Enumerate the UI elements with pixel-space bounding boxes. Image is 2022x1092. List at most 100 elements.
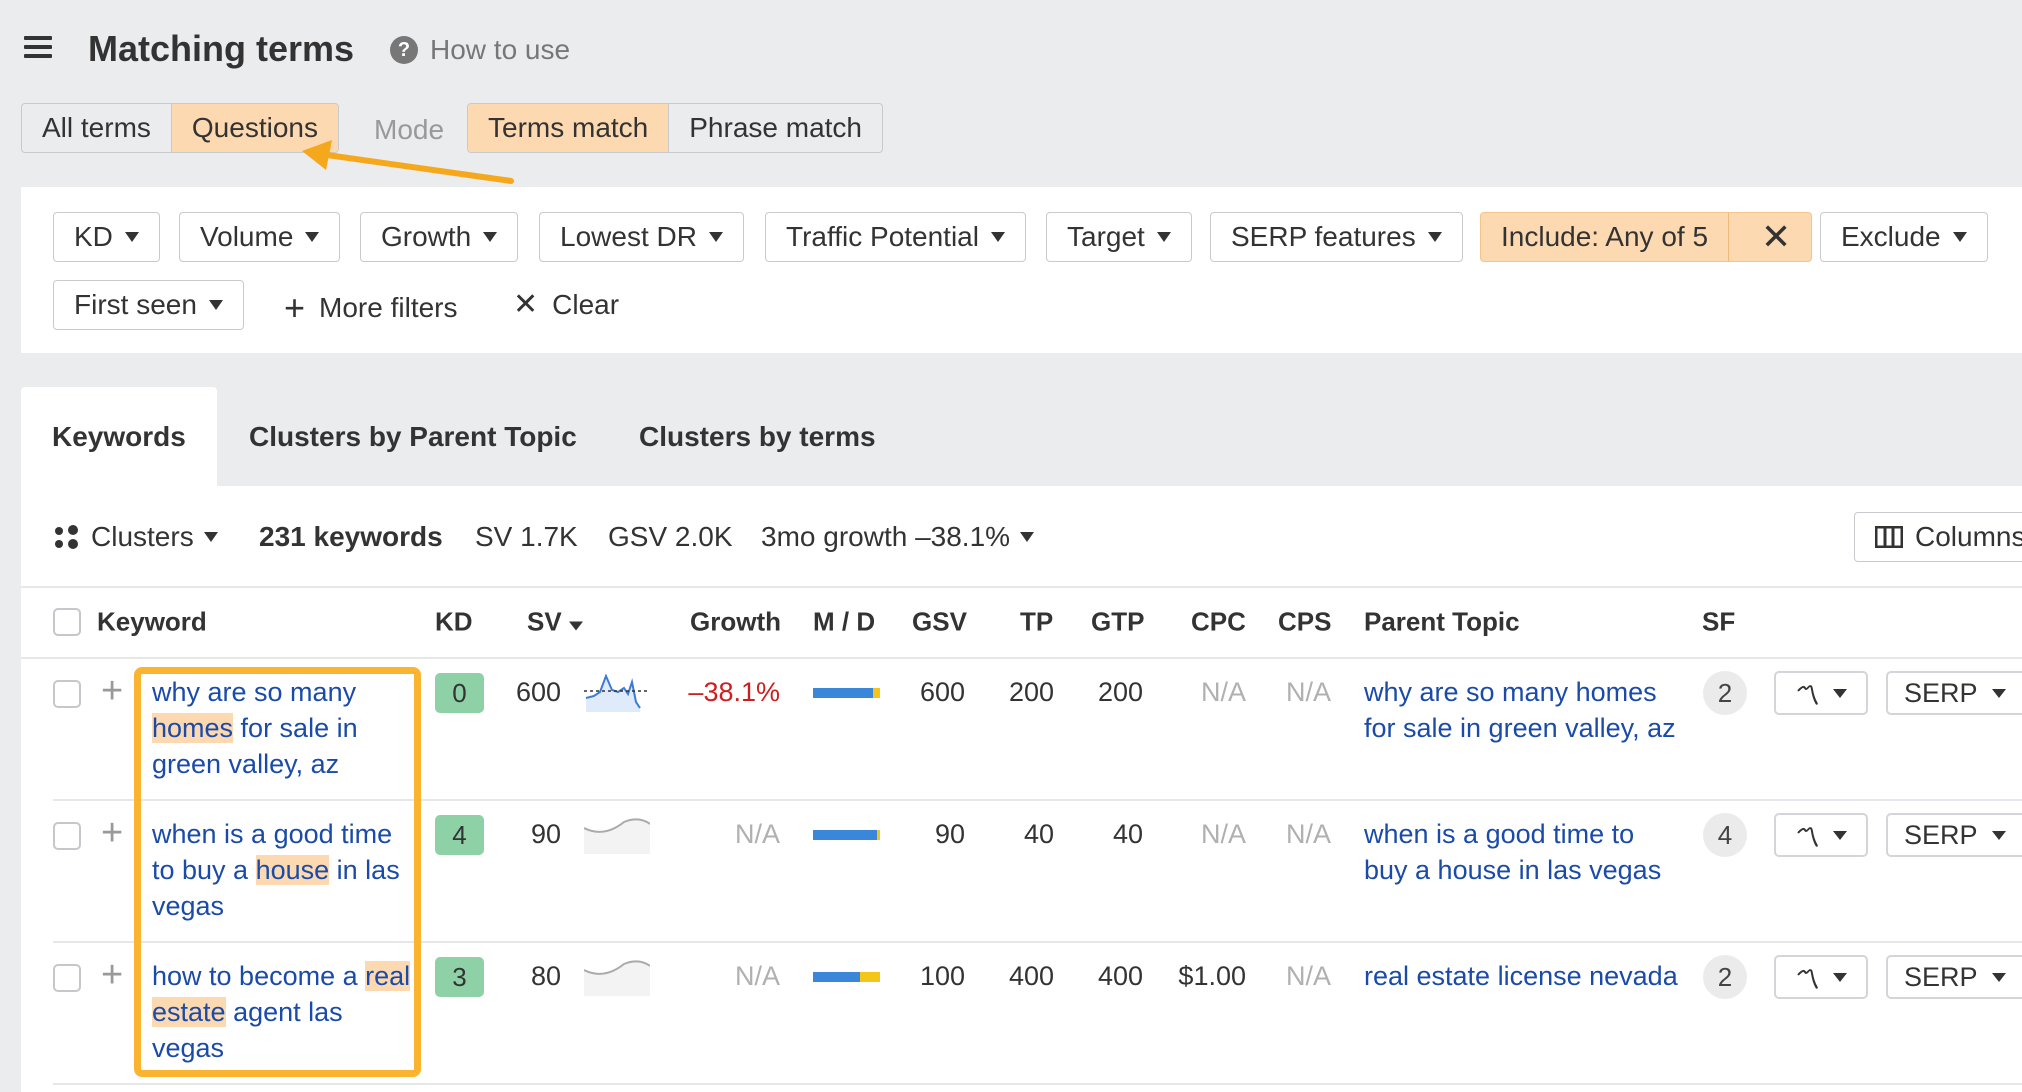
gtp-value: 200	[1097, 677, 1143, 707]
chart-line-icon: 〽	[1792, 822, 1819, 853]
desktop-share	[876, 830, 880, 840]
include-filter[interactable]: Include: Any of 5 ✕	[1480, 212, 1813, 262]
caret-down-icon	[1991, 972, 2006, 982]
include-filter-label[interactable]: Include: Any of 5	[1481, 213, 1730, 261]
caret-down-icon	[208, 300, 223, 310]
chart-line-icon: 〽	[1792, 964, 1819, 995]
tab-clusters-by-terms[interactable]: Clusters by terms	[639, 421, 876, 452]
add-to-list-icon[interactable]: +	[101, 670, 124, 712]
kd-filter[interactable]: KD	[53, 212, 160, 262]
parent-topic-link[interactable]: when is a good time to buy a house in la…	[1364, 819, 1662, 885]
volume-filter[interactable]: Volume	[179, 212, 341, 262]
serp-features-count[interactable]: 4	[1703, 813, 1747, 857]
cpc-value: N/A	[1200, 819, 1246, 849]
traffic-potential-filter[interactable]: Traffic Potential	[765, 212, 1026, 262]
caret-down-icon	[990, 232, 1005, 242]
questions-button[interactable]: Questions	[171, 104, 338, 152]
keyword-part: homes	[152, 713, 234, 743]
trend-sparkline	[584, 818, 650, 854]
first-seen-filter[interactable]: First seen	[53, 280, 244, 330]
tp-value: 400	[1008, 961, 1054, 991]
menu-icon[interactable]	[24, 36, 52, 58]
close-icon[interactable]: ✕	[1760, 216, 1792, 257]
col-parent-topic[interactable]: Parent Topic	[1364, 606, 1520, 637]
chart-line-icon: 〽	[1792, 680, 1819, 711]
tab-keywords[interactable]: Keywords	[21, 387, 217, 487]
trend-chart-button[interactable]: 〽	[1774, 671, 1868, 715]
parent-topic-link[interactable]: why are so many homes for sale in green …	[1364, 677, 1676, 743]
col-growth[interactable]: Growth	[690, 606, 781, 637]
all-terms-button[interactable]: All terms	[22, 104, 172, 152]
caret-down-icon	[1952, 232, 1967, 242]
mobile-desktop-bar	[813, 688, 880, 698]
gsv-total: GSV 2.0K	[608, 521, 733, 552]
keyword-part: for sale in green valley, az	[152, 713, 358, 779]
desktop-share	[859, 972, 880, 982]
add-to-list-icon[interactable]: +	[101, 812, 124, 854]
terms-match-button[interactable]: Terms match	[468, 104, 670, 152]
col-gsv[interactable]: GSV	[912, 606, 967, 637]
serp-features-filter[interactable]: SERP features	[1210, 212, 1463, 262]
add-to-list-icon[interactable]: +	[101, 954, 124, 996]
columns-icon	[1875, 526, 1903, 548]
serp-button[interactable]: SERP	[1886, 671, 2022, 715]
growth-value: –38.1%	[688, 677, 780, 707]
serp-button[interactable]: SERP	[1886, 813, 2022, 857]
row-checkbox[interactable]	[53, 964, 81, 992]
growth-filter[interactable]: Growth	[360, 212, 519, 262]
keyword-link[interactable]: why are so many homes for sale in green …	[152, 674, 417, 782]
caret-down-icon	[203, 532, 218, 542]
keyword-link[interactable]: how to become a real estate agent las ve…	[152, 958, 417, 1066]
serp-features-count[interactable]: 2	[1703, 955, 1747, 999]
serp-button[interactable]: SERP	[1886, 955, 2022, 999]
tab-clusters-by-parent-topic[interactable]: Clusters by Parent Topic	[249, 421, 577, 452]
trend-chart-button[interactable]: 〽	[1774, 955, 1868, 999]
cps-value: N/A	[1285, 961, 1331, 991]
growth-dropdown[interactable]: 3mo growth –38.1%	[761, 521, 1035, 553]
gsv-value: 600	[919, 677, 965, 707]
caret-down-icon	[1991, 688, 2006, 698]
keyword-part: agent las vegas	[152, 997, 343, 1063]
serp-features-count[interactable]: 2	[1703, 671, 1747, 715]
row-checkbox[interactable]	[53, 680, 81, 708]
close-icon: ✕	[513, 288, 539, 321]
col-md[interactable]: M / D	[813, 606, 876, 637]
col-cpc[interactable]: CPC	[1191, 606, 1246, 637]
col-cps[interactable]: CPS	[1278, 606, 1332, 637]
mobile-share	[813, 688, 874, 698]
col-sv[interactable]: SV	[527, 607, 583, 638]
target-filter[interactable]: Target	[1046, 212, 1192, 262]
mobile-desktop-bar	[813, 830, 880, 840]
col-keyword[interactable]: Keyword	[97, 606, 207, 637]
more-filters-button[interactable]: + More filters	[284, 287, 458, 328]
annotation-arrow	[302, 140, 514, 184]
mobile-desktop-bar	[813, 972, 880, 982]
kd-badge: 3	[435, 957, 484, 997]
clear-button[interactable]: ✕ Clear	[513, 288, 620, 321]
exclude-filter[interactable]: Exclude	[1820, 212, 1988, 262]
how-to-use-link[interactable]: ? How to use	[390, 34, 570, 66]
col-tp[interactable]: TP	[1020, 606, 1054, 637]
keyword-part: how to become a	[152, 961, 366, 991]
trend-chart-button[interactable]: 〽	[1774, 813, 1868, 857]
parent-topic-link[interactable]: real estate license nevada	[1364, 961, 1678, 991]
col-kd[interactable]: KD	[435, 606, 473, 637]
caret-down-icon	[708, 232, 723, 242]
growth-value: N/A	[734, 961, 780, 991]
phrase-match-button[interactable]: Phrase match	[689, 112, 862, 143]
keyword-link[interactable]: when is a good time to buy a house in la…	[152, 816, 417, 924]
cps-value: N/A	[1285, 677, 1331, 707]
trend-sparkline	[584, 960, 650, 996]
columns-button[interactable]: Columns	[1854, 512, 2022, 562]
col-gtp[interactable]: GTP	[1091, 606, 1145, 637]
gtp-value: 400	[1097, 961, 1143, 991]
clusters-dropdown[interactable]: Clusters	[53, 521, 218, 553]
select-all-checkbox[interactable]	[53, 608, 81, 636]
caret-down-icon	[1833, 688, 1847, 698]
page-title: Matching terms	[88, 28, 355, 69]
caret-down-icon	[1833, 972, 1847, 982]
col-sf[interactable]: SF	[1702, 606, 1736, 637]
row-checkbox[interactable]	[53, 822, 81, 850]
sv-value: 600	[515, 677, 561, 707]
lowest-dr-filter[interactable]: Lowest DR	[539, 212, 744, 262]
